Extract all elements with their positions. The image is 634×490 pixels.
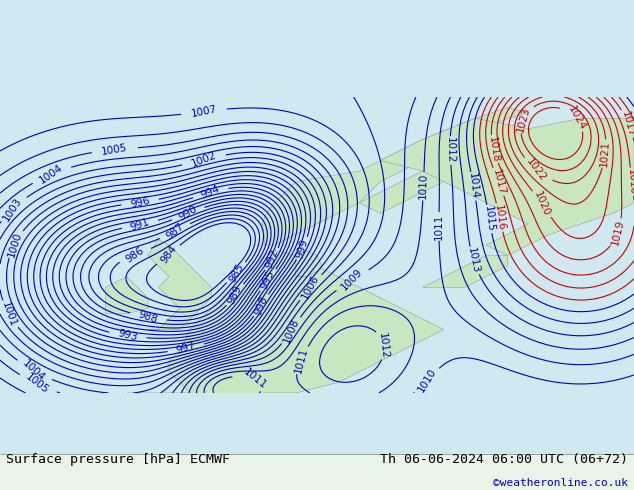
Polygon shape [262, 108, 528, 245]
Text: 1010: 1010 [416, 367, 438, 394]
Polygon shape [423, 256, 507, 287]
Text: 1011: 1011 [434, 213, 444, 240]
Text: 1023: 1023 [515, 105, 531, 133]
Text: 1018: 1018 [626, 168, 634, 196]
Text: 1009: 1009 [340, 267, 365, 293]
Text: 1005: 1005 [24, 372, 51, 396]
Text: 997: 997 [175, 341, 197, 356]
Text: 1018: 1018 [487, 135, 500, 163]
Text: 1012: 1012 [445, 137, 455, 164]
Text: 984: 984 [158, 244, 178, 266]
Text: 990: 990 [177, 204, 199, 223]
Text: 1003: 1003 [1, 195, 24, 222]
Text: 995: 995 [259, 269, 276, 291]
Text: 986: 986 [124, 245, 146, 265]
Text: 1019: 1019 [610, 219, 626, 246]
Text: 1014: 1014 [467, 172, 480, 200]
Text: Surface pressure [hPa] ECMWF: Surface pressure [hPa] ECMWF [6, 453, 230, 466]
Text: 1000: 1000 [6, 230, 23, 258]
Text: 991: 991 [129, 217, 152, 233]
Text: 1011: 1011 [294, 346, 309, 374]
Text: 985: 985 [227, 261, 245, 284]
Text: 1013: 1013 [467, 246, 481, 274]
Text: 1004: 1004 [20, 358, 47, 383]
Text: 1007: 1007 [190, 104, 217, 119]
Text: 987: 987 [164, 221, 186, 242]
Text: 1015: 1015 [483, 205, 496, 233]
Text: 1010: 1010 [418, 173, 429, 199]
Text: 992: 992 [264, 248, 280, 270]
Text: ©weatheronline.co.uk: ©weatheronline.co.uk [493, 478, 628, 488]
Text: 1011: 1011 [242, 367, 268, 392]
Text: 996: 996 [129, 195, 151, 209]
Text: 999: 999 [295, 237, 310, 259]
Polygon shape [296, 250, 322, 277]
Text: 1024: 1024 [566, 104, 587, 132]
Text: 988: 988 [137, 309, 159, 325]
Text: 993: 993 [117, 329, 138, 343]
Text: 1001: 1001 [0, 300, 18, 328]
Text: 1017: 1017 [491, 168, 507, 196]
Text: 1012: 1012 [377, 332, 390, 359]
Text: 1005: 1005 [101, 143, 129, 157]
Polygon shape [148, 240, 211, 330]
Text: 998: 998 [253, 294, 269, 317]
Text: 1017: 1017 [620, 110, 634, 138]
Text: 994: 994 [199, 184, 221, 201]
Text: 1020: 1020 [533, 190, 552, 218]
Text: 1021: 1021 [599, 140, 611, 167]
Polygon shape [158, 250, 444, 403]
Text: 1002: 1002 [190, 150, 218, 169]
Text: 1006: 1006 [300, 273, 321, 301]
Text: 1016: 1016 [493, 204, 506, 231]
Text: 1004: 1004 [37, 163, 65, 186]
Text: 1022: 1022 [524, 156, 548, 183]
Polygon shape [106, 277, 148, 314]
Text: 1008: 1008 [281, 317, 301, 344]
Text: 989: 989 [226, 284, 244, 306]
Text: Th 06-06-2024 06:00 UTC (06+72): Th 06-06-2024 06:00 UTC (06+72) [380, 453, 628, 466]
Polygon shape [116, 393, 222, 477]
Polygon shape [359, 129, 550, 213]
Polygon shape [380, 118, 634, 256]
